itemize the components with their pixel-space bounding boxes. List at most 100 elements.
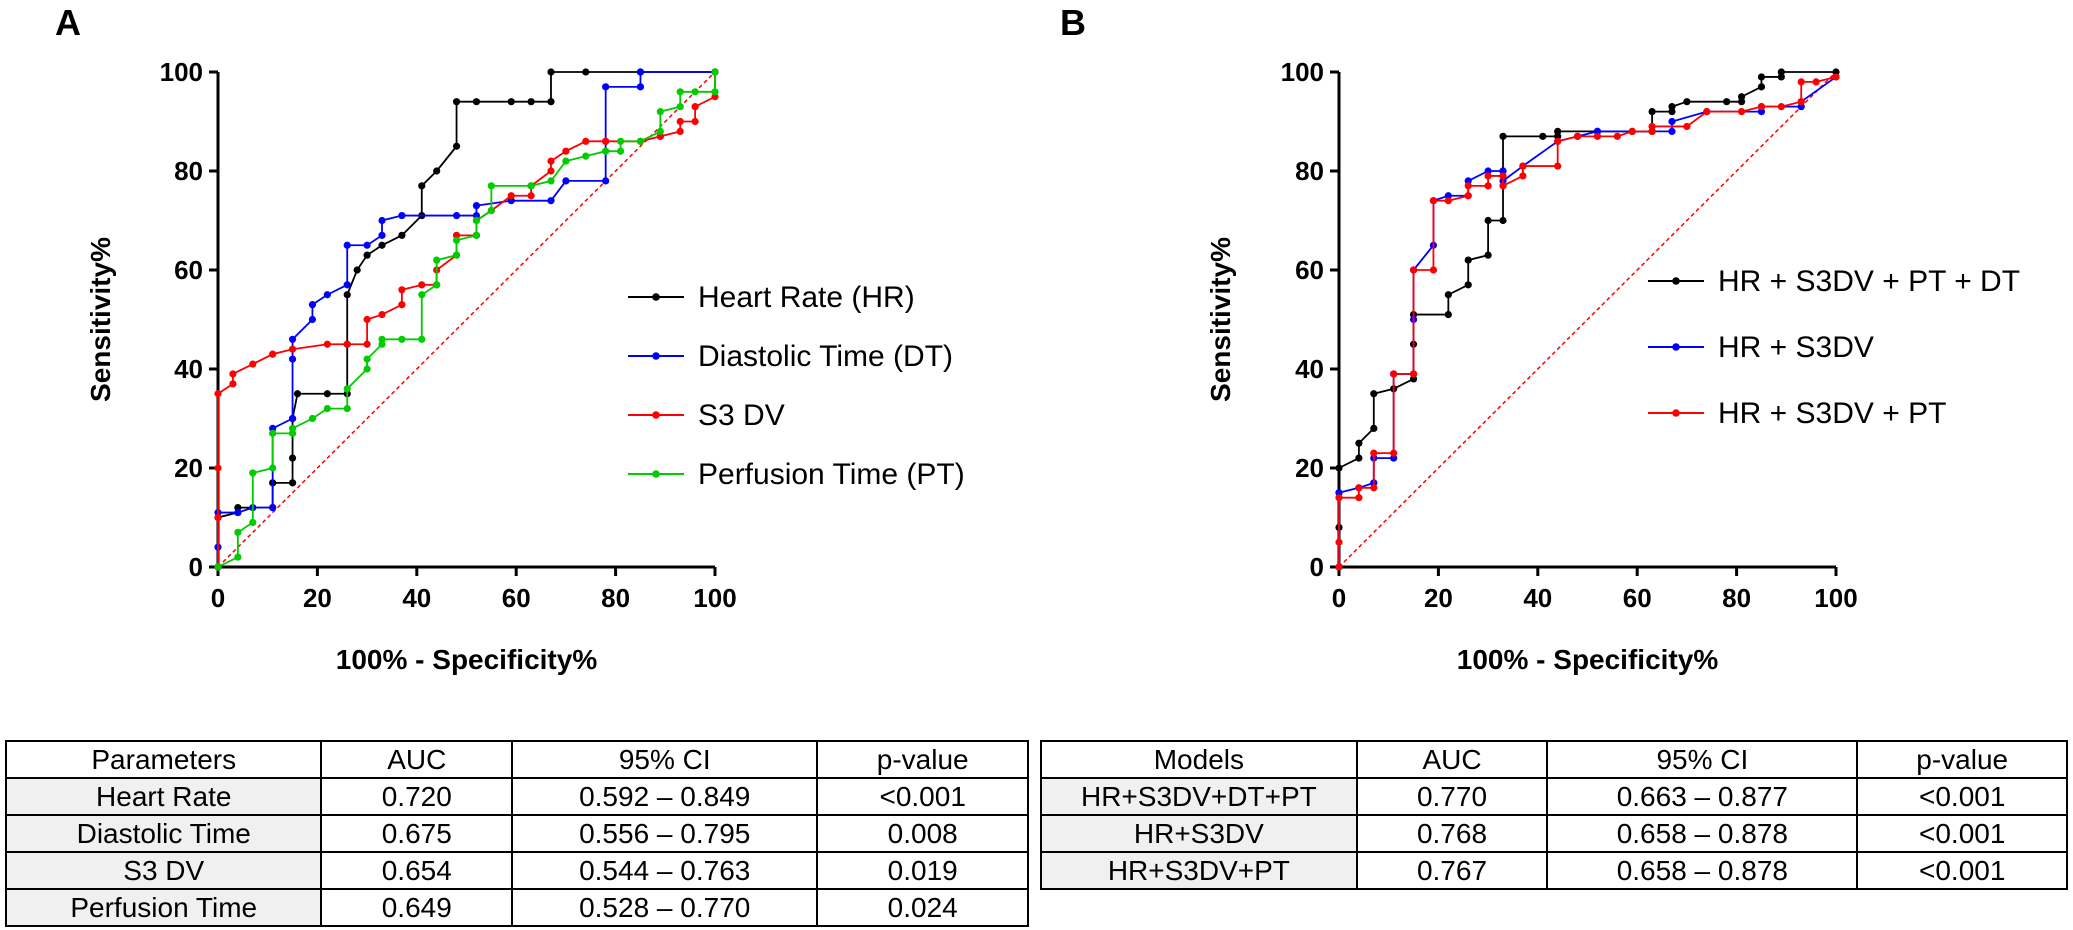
- data-point: [1444, 291, 1452, 299]
- p-value-cell: 0.019: [816, 851, 1029, 890]
- p-value-cell: <0.001: [1856, 777, 2068, 816]
- auc-cell: 0.720: [320, 777, 514, 816]
- data-point: [1429, 197, 1438, 205]
- data-point: [547, 177, 555, 185]
- auc-cell: 0.654: [320, 851, 514, 890]
- data-point: [452, 98, 461, 106]
- data-point: [711, 88, 719, 96]
- data-point: [1668, 117, 1676, 126]
- data-point: [1464, 256, 1472, 264]
- data-point: [656, 127, 664, 135]
- data-point: [398, 335, 406, 343]
- data-point: [1683, 122, 1691, 131]
- y-tick-label: 60: [1295, 255, 1324, 285]
- data-point: [547, 68, 555, 76]
- ci-cell: 0.658 – 0.878: [1546, 851, 1859, 890]
- data-point: [288, 414, 297, 423]
- data-point: [1723, 98, 1731, 106]
- data-point: [1797, 78, 1805, 86]
- data-point: [616, 147, 625, 155]
- data-point: [452, 251, 461, 259]
- data-point: [234, 504, 242, 512]
- data-point: [323, 390, 331, 398]
- data-point: [1499, 132, 1507, 140]
- data-point: [691, 88, 699, 96]
- data-point: [433, 167, 441, 175]
- data-point: [602, 83, 610, 91]
- data-point: [343, 291, 351, 299]
- data-point: [214, 513, 222, 522]
- data-point: [1370, 484, 1378, 492]
- data-point: [472, 216, 481, 225]
- data-point: [1648, 127, 1656, 135]
- data-point: [487, 207, 495, 215]
- data-point: [1409, 266, 1418, 274]
- data-point: [378, 335, 386, 343]
- x-tick-label: 60: [1623, 583, 1652, 613]
- data-point: [249, 518, 257, 527]
- table-row: Heart Rate 0.720 0.592 – 0.849 <0.001: [4, 777, 1029, 816]
- data-point: [1464, 182, 1472, 190]
- x-tick-label: 20: [1424, 583, 1453, 613]
- y-tick-label: 100: [160, 57, 203, 87]
- data-point: [269, 429, 277, 437]
- data-point: [378, 231, 386, 239]
- data-point: [1797, 98, 1805, 106]
- y-tick-label: 40: [174, 354, 203, 384]
- data-point: [602, 137, 610, 145]
- data-point: [1737, 98, 1746, 106]
- ci-cell: 0.663 – 0.877: [1546, 777, 1859, 816]
- legend-entry: Heart Rate (HR): [698, 281, 915, 314]
- data-point: [1628, 127, 1636, 135]
- data-point: [418, 291, 426, 299]
- legend-swatch-marker: [652, 470, 660, 478]
- data-point: [1355, 494, 1363, 502]
- data-point: [308, 301, 317, 309]
- header-parameters: Parameters: [4, 740, 323, 779]
- left-stats-table: Parameters AUC 95% CI p-value Heart Rate…: [4, 740, 1029, 927]
- auc-cell: 0.768: [1355, 814, 1549, 853]
- y-tick-label: 60: [174, 255, 203, 285]
- legend-entry: HR + S3DV + PT + DT: [1718, 265, 2020, 298]
- data-point: [1444, 192, 1452, 200]
- data-point: [1648, 122, 1656, 131]
- data-point: [308, 315, 317, 324]
- data-point: [1370, 449, 1378, 457]
- panel-b-label: B: [1060, 2, 1086, 43]
- data-point: [487, 182, 495, 190]
- data-point: [1554, 132, 1562, 140]
- data-point: [1797, 103, 1805, 111]
- auc-cell: 0.649: [320, 888, 514, 927]
- data-point: [1444, 197, 1452, 205]
- data-point: [269, 504, 277, 512]
- y-tick-label: 0: [1310, 552, 1324, 582]
- panel-a-label: A: [55, 2, 81, 43]
- table-row: HR+S3DV 0.768 0.658 – 0.878 <0.001: [1040, 814, 2068, 853]
- data-point: [1832, 68, 1840, 76]
- data-point: [676, 117, 684, 126]
- row-label: Perfusion Time: [4, 888, 323, 927]
- data-point: [269, 424, 277, 432]
- data-point: [1335, 489, 1343, 497]
- data-point: [507, 197, 515, 205]
- p-value-cell: <0.001: [816, 777, 1029, 816]
- data-point: [1499, 182, 1507, 190]
- x-axis-title: 100% - Specificity%: [336, 644, 598, 675]
- y-tick-label: 100: [1281, 57, 1324, 87]
- data-point: [353, 266, 361, 274]
- data-point: [1390, 370, 1398, 378]
- data-point: [1370, 390, 1378, 398]
- data-point: [547, 197, 555, 205]
- data-point: [547, 98, 555, 106]
- y-axis-title: Sensitivity%: [85, 237, 116, 402]
- data-point: [1464, 177, 1472, 185]
- data-point: [1777, 103, 1785, 111]
- data-point: [269, 350, 277, 358]
- data-point: [214, 563, 222, 571]
- data-point: [1390, 454, 1398, 462]
- data-point: [691, 117, 699, 126]
- data-point: [636, 83, 645, 91]
- data-point: [1757, 103, 1766, 111]
- data-point: [308, 414, 317, 423]
- data-point: [363, 241, 371, 249]
